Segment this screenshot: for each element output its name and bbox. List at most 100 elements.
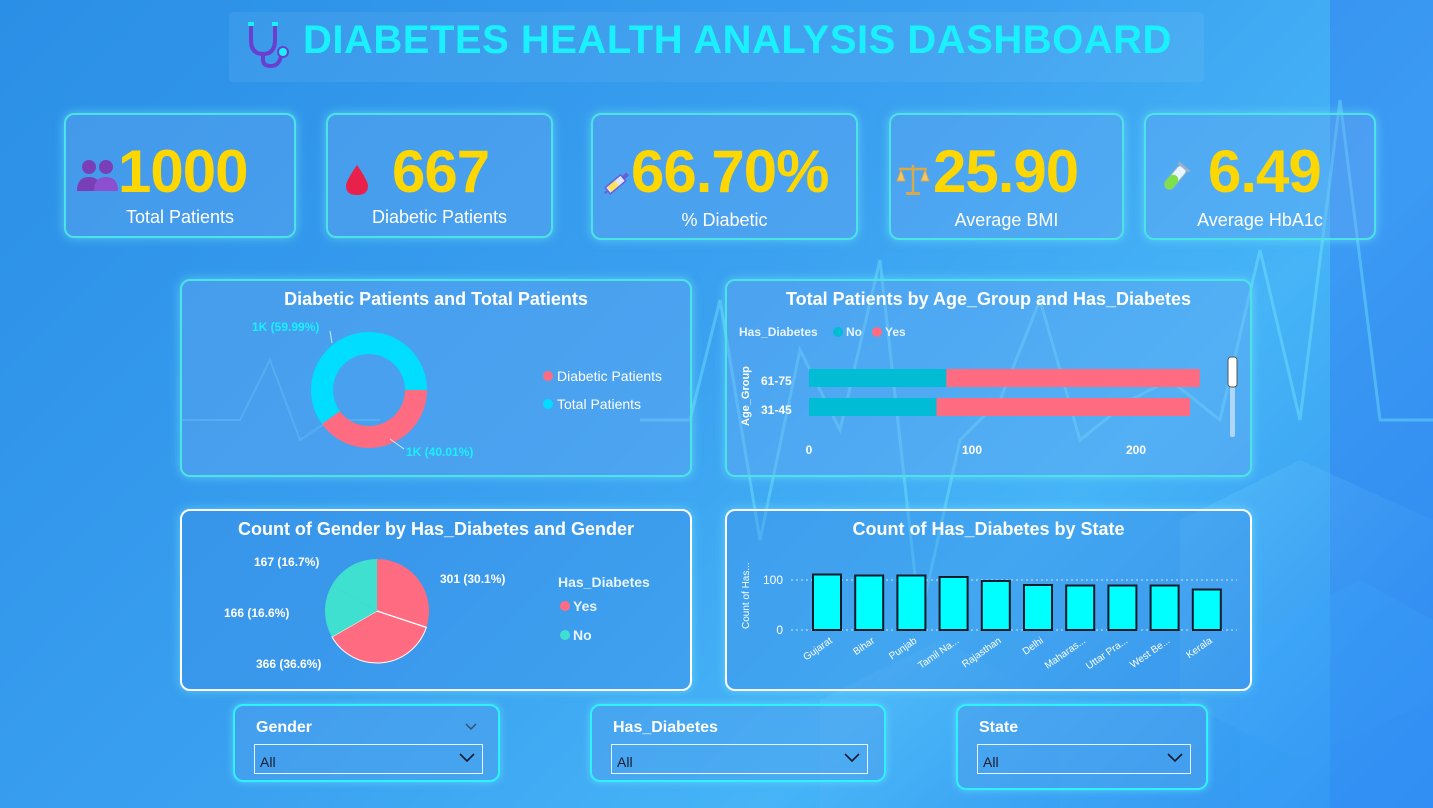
x-tick-label: Tamil Na... bbox=[916, 635, 961, 671]
legend-label-no: No bbox=[573, 627, 592, 643]
y-tick-label: 100 bbox=[763, 573, 783, 587]
legend-marker-total bbox=[543, 399, 553, 409]
slicer-has-diabetes: Has_Diabetes All bbox=[590, 704, 886, 782]
chevron-down-icon bbox=[459, 753, 475, 763]
bar bbox=[1149, 584, 1180, 631]
slicer-title: State bbox=[979, 719, 1019, 736]
kpi-value: 66.70% bbox=[631, 138, 829, 205]
state-dropdown[interactable]: All bbox=[977, 744, 1191, 774]
kpi-card-percent-diabetic: 66.70% % Diabetic bbox=[591, 113, 858, 240]
data-label: 301 (30.1%) bbox=[440, 572, 505, 586]
x-tick-label: 100 bbox=[962, 443, 982, 457]
bar bbox=[938, 576, 969, 631]
age-group-bar-chart: Has_Diabetes No Yes Age_Group 61-75 31-4… bbox=[739, 325, 1238, 457]
kpi-card-average-bmi: 25.90 Average BMI bbox=[889, 113, 1124, 240]
donut-chart: 1K (59.99%) 1K (40.01%) Diabetic Patient… bbox=[252, 320, 662, 459]
bar bbox=[896, 574, 927, 631]
bar-segment bbox=[936, 398, 1190, 416]
y-tick-label: 61-75 bbox=[761, 374, 792, 388]
syringe-icon bbox=[604, 172, 630, 195]
state-bar-chart: Count of Has... 100 0 Gujarat Bihar Punjab… bbox=[741, 562, 1237, 672]
gender-pie-card: Count of Gender by Has_Diabetes and Gend… bbox=[180, 509, 692, 691]
chart-title: Count of Has_Diabetes by State bbox=[852, 519, 1125, 539]
kpi-card-total-patients: 1000 Total Patients bbox=[64, 113, 296, 238]
scrollbar-thumb[interactable] bbox=[1227, 356, 1238, 388]
bar bbox=[812, 573, 842, 631]
legend-title: Has_Diabetes bbox=[739, 325, 818, 339]
people-icon bbox=[77, 160, 118, 191]
has-diabetes-dropdown[interactable]: All bbox=[611, 744, 868, 774]
blood-drop-icon bbox=[346, 165, 368, 195]
pie-slice bbox=[325, 585, 377, 637]
data-label-total: 1K (59.99%) bbox=[252, 320, 319, 334]
x-tick-label: Gujarat bbox=[802, 635, 835, 663]
y-tick-label: 31-45 bbox=[761, 403, 792, 417]
stethoscope-icon bbox=[248, 22, 289, 69]
legend-label-diabetic: Diabetic Patients bbox=[557, 368, 662, 384]
legend-label-yes: Yes bbox=[573, 598, 597, 614]
bar bbox=[1023, 584, 1053, 631]
data-label: 366 (36.6%) bbox=[256, 657, 321, 671]
legend-label-yes: Yes bbox=[885, 325, 906, 339]
chevron-down-icon[interactable] bbox=[464, 721, 478, 731]
slicer-title: Has_Diabetes bbox=[613, 719, 718, 736]
dropdown-value: All bbox=[260, 754, 276, 770]
kpi-label: Average HbA1c bbox=[1197, 210, 1323, 230]
kpi-value: 667 bbox=[392, 138, 490, 205]
chart-title: Diabetic Patients and Total Patients bbox=[284, 289, 588, 309]
scale-icon bbox=[896, 165, 930, 195]
test-tube-icon bbox=[1164, 161, 1191, 190]
bar bbox=[1191, 588, 1222, 631]
kpi-value: 1000 bbox=[118, 138, 248, 205]
legend-title: Has_Diabetes bbox=[558, 574, 650, 590]
pie-slice bbox=[331, 559, 377, 611]
slicer-gender: Gender All bbox=[233, 704, 500, 782]
chart-title: Total Patients by Age_Group and Has_Diab… bbox=[785, 289, 1192, 309]
x-tick-label: West Be... bbox=[1128, 635, 1172, 670]
chart-title: Count of Gender by Has_Diabetes and Gend… bbox=[237, 519, 635, 539]
pie-slice bbox=[377, 559, 429, 628]
chevron-down-icon bbox=[844, 753, 860, 763]
bar bbox=[1065, 584, 1096, 631]
gender-pie-chart: 167 (16.7%) 301 (30.1%) 166 (16.6%) 366 … bbox=[224, 555, 650, 671]
legend-marker-no bbox=[833, 327, 843, 337]
legend-marker-no bbox=[560, 630, 570, 640]
x-tick-label: Maharas... bbox=[1043, 635, 1088, 671]
bar bbox=[854, 574, 885, 631]
slicer-state: State All bbox=[956, 704, 1208, 790]
page-title: DIABETES HEALTH ANALYSIS DASHBOARD bbox=[303, 18, 1172, 62]
donut-slice bbox=[322, 390, 427, 448]
bar-segment bbox=[809, 398, 937, 416]
data-label-diabetic: 1K (40.01%) bbox=[406, 445, 473, 459]
gender-dropdown[interactable]: All bbox=[254, 744, 483, 774]
x-tick-label: 0 bbox=[806, 443, 813, 457]
x-tick-label: Punjab bbox=[887, 635, 919, 662]
kpi-label: Total Patients bbox=[125, 207, 235, 227]
state-bar-card: Count of Has_Diabetes by State Count of … bbox=[725, 509, 1252, 691]
header-bar bbox=[229, 12, 1204, 82]
legend-marker-yes bbox=[560, 601, 570, 611]
data-label: 167 (16.7%) bbox=[254, 555, 319, 569]
x-tick-label: Bihar bbox=[851, 635, 877, 658]
slicer-title: Gender bbox=[256, 719, 313, 736]
data-label: 166 (16.6%) bbox=[224, 606, 289, 620]
dropdown-value: All bbox=[617, 754, 633, 770]
legend-marker-yes bbox=[872, 327, 882, 337]
kpi-label: Average BMI bbox=[954, 210, 1059, 230]
x-tick-label: Rajasthan bbox=[960, 635, 1003, 670]
kpi-card-average-hba1c: 6.49 Average HbA1c bbox=[1144, 113, 1376, 240]
bar-segment bbox=[946, 369, 1200, 387]
dropdown-value: All bbox=[983, 754, 999, 770]
kpi-value: 25.90 bbox=[933, 138, 1079, 205]
kpi-card-diabetic-patients: 667 Diabetic Patients bbox=[326, 113, 553, 238]
y-axis-label: Age_Group bbox=[740, 366, 752, 426]
kpi-value: 6.49 bbox=[1208, 138, 1322, 205]
x-tick-label: 200 bbox=[1126, 443, 1146, 457]
kpi-label: Diabetic Patients bbox=[371, 207, 508, 227]
pie-divider bbox=[376, 610, 427, 628]
x-tick-label: Kerala bbox=[1185, 635, 1215, 661]
legend-label-total: Total Patients bbox=[557, 396, 641, 412]
chevron-down-icon bbox=[1167, 753, 1183, 763]
legend-marker-diabetic bbox=[543, 371, 553, 381]
kpi-label: % Diabetic bbox=[681, 210, 768, 230]
